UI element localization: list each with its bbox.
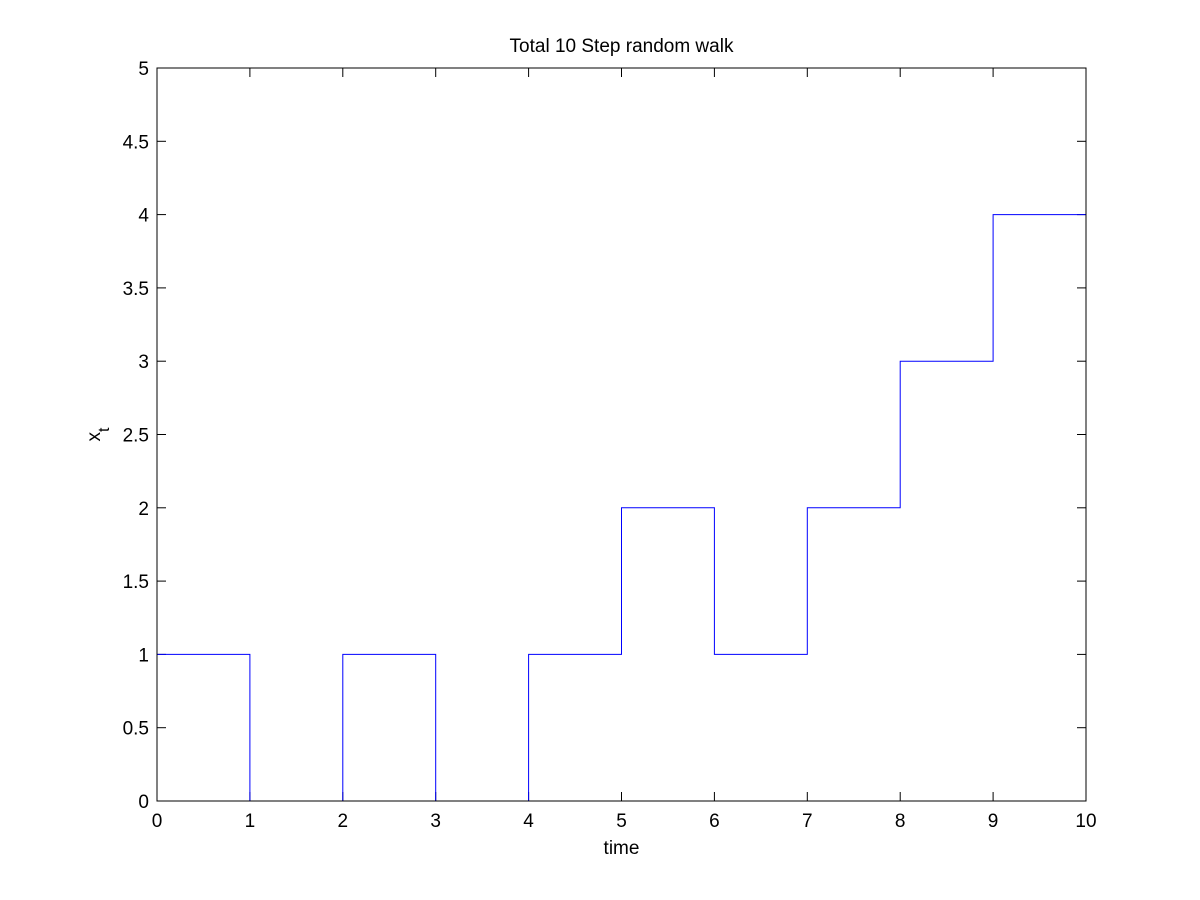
x-tick-label: 5: [616, 811, 627, 832]
y-tick-label: 5: [138, 59, 149, 80]
y-axis-title-main: x: [84, 431, 105, 441]
x-tick-label: 8: [895, 811, 906, 832]
y-tick-label: 2: [138, 499, 149, 520]
x-axis-title: time: [604, 838, 640, 859]
x-tick-label: 3: [430, 811, 441, 832]
y-tick-label: 1.5: [123, 572, 149, 593]
random-walk-series: [157, 214, 1086, 802]
y-tick-label: 2.5: [123, 426, 149, 447]
y-axis-title: xt: [84, 427, 113, 442]
x-tick-label: 0: [152, 811, 163, 832]
x-tick-label: 4: [523, 811, 534, 832]
tick-labels: 0 1 2 3 4 5 6 7 8 9 10 0 0.5 1 1.5 2 2.5 3 3.5 4 4.5 5: [123, 59, 1097, 832]
x-tick-label: 10: [1075, 811, 1096, 832]
y-tick-label: 1: [138, 645, 149, 666]
y-tick-label: 0.5: [123, 719, 149, 740]
x-tick-label: 1: [245, 811, 256, 832]
x-tick-label: 6: [709, 811, 720, 832]
y-tick-label: 0: [138, 792, 149, 813]
y-tick-label: 4.5: [123, 132, 149, 153]
x-tick-label: 7: [802, 811, 813, 832]
y-axis-title-text: xt: [84, 427, 113, 442]
x-tick-label: 2: [338, 811, 349, 832]
y-tick-label: 3: [138, 352, 149, 373]
y-axis-title-subscript: t: [96, 427, 113, 432]
plot-area: [157, 68, 1086, 801]
series-layer: [157, 214, 1086, 802]
x-tick-label: 9: [988, 811, 999, 832]
y-tick-label: 3.5: [123, 279, 149, 300]
axes-box: [156, 67, 1087, 802]
chart-title: Total 10 Step random walk: [510, 36, 734, 57]
y-tick-label: 4: [138, 206, 149, 227]
